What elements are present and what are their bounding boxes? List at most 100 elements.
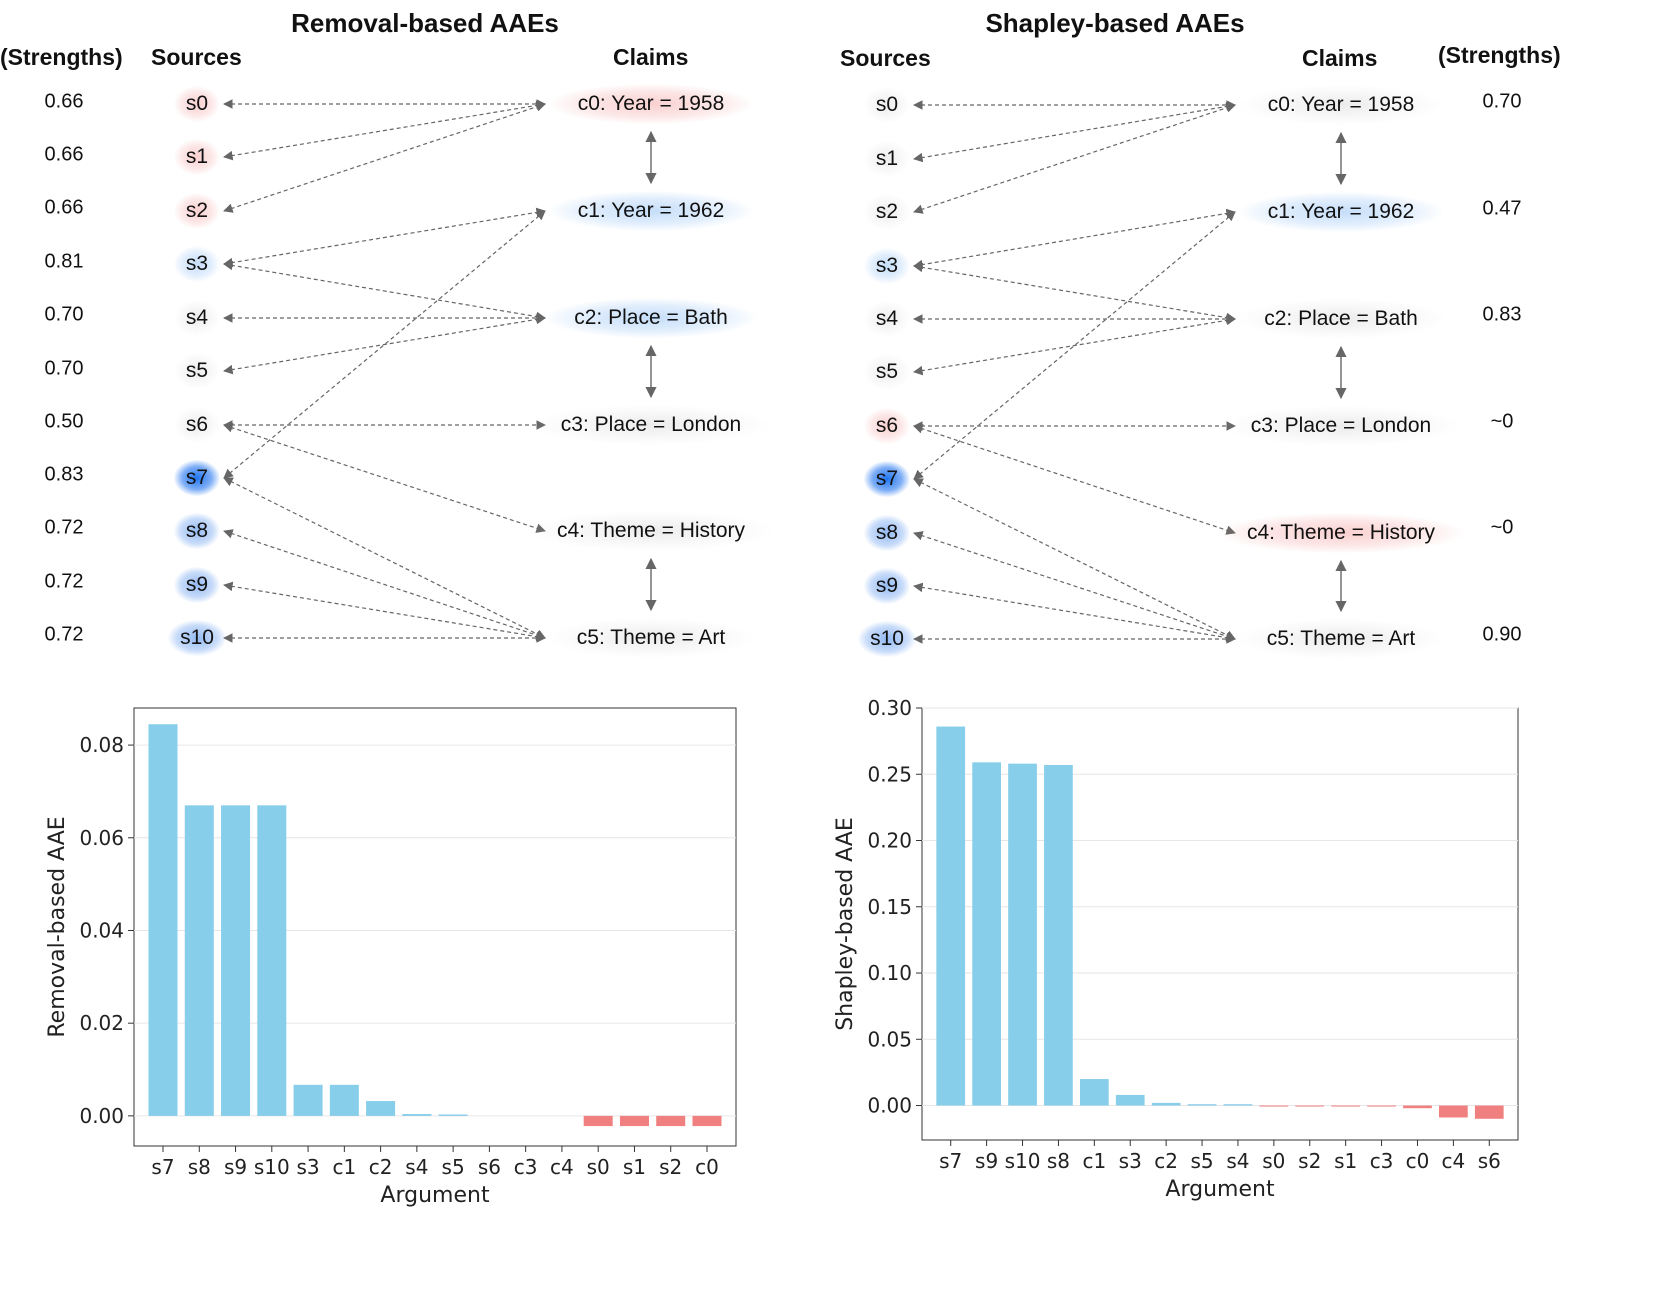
right-edge-s9-c5 (913, 582, 1236, 643)
removal-xlabel: Argument (380, 1183, 490, 1208)
removal-xtick-label-s7: s7 (151, 1155, 174, 1179)
left-strengths-header: (Strengths) (0, 44, 123, 70)
shapley-bar-c1 (1079, 1079, 1109, 1106)
removal-xtick-label-s2: s2 (659, 1155, 682, 1179)
right-source-s2: s2 (863, 194, 911, 230)
removal-bar-s4 (402, 1114, 432, 1116)
removal-bar-s5 (438, 1114, 468, 1116)
removal-ylabel: Removal-based AAE (45, 816, 70, 1037)
shapley-bar-s10 (1008, 763, 1037, 1106)
left-edge-s5-c2 (223, 314, 546, 375)
left-edge-s8-c5 (223, 529, 546, 640)
shapley-ytick-label: 0.25 (867, 762, 912, 786)
left-strength-s5: 0.70 (44, 357, 84, 380)
right-claim-c3: c3: Place = London (1222, 406, 1460, 446)
left-source-s6: s6 (173, 407, 221, 443)
left-claim-c2: c2: Place = Bath (546, 298, 756, 338)
shapley-xtick-label-s3: s3 (1119, 1149, 1142, 1173)
removal-xtick-label-c1: c1 (332, 1155, 356, 1179)
removal-xtick-label-s4: s4 (405, 1155, 428, 1179)
left-claim-c3: c3: Place = London (532, 405, 770, 445)
right-edge-s2-c0 (913, 103, 1236, 214)
right-edge-s8-c5 (913, 531, 1236, 641)
right-source-s4: s4 (863, 301, 911, 337)
shapley-bar-s8 (1044, 764, 1073, 1106)
right-strengths-header: (Strengths) (1438, 42, 1561, 68)
shapley-xtick-label-c3: c3 (1370, 1149, 1394, 1173)
removal-xtick-label-s9: s9 (224, 1155, 247, 1179)
left-source-s0: s0 (173, 86, 221, 122)
right-edge-s6-c4 (913, 424, 1236, 535)
left-strength-s6: 0.50 (44, 410, 84, 433)
left-edge-s7-c5 (223, 477, 546, 639)
shapley-xtick-label-s7: s7 (939, 1149, 962, 1173)
removal-xtick-label-s5: s5 (442, 1155, 465, 1179)
shapley-bar-c4 (1439, 1105, 1468, 1118)
right-strength-c3: ~0 (1490, 410, 1514, 433)
right-strength-c1: 0.47 (1482, 197, 1522, 220)
left-strength-s7: 0.83 (44, 463, 84, 486)
left-strength-s10: 0.72 (44, 623, 84, 646)
right-source-s5: s5 (863, 354, 911, 390)
left-source-s10: s10 (168, 620, 226, 656)
removal-xtick-label-s3: s3 (296, 1155, 319, 1179)
shapley-bar-s7 (936, 726, 966, 1106)
removal-xtick-label-c0: c0 (695, 1155, 719, 1179)
shapley-ylabel: Shapley-based AAE (833, 817, 858, 1031)
right-edge-s1-c0 (913, 101, 1236, 163)
left-strength-s4: 0.70 (44, 303, 84, 326)
shapley-xtick-label-c4: c4 (1442, 1149, 1466, 1173)
shapley-xtick-label-s0: s0 (1262, 1149, 1285, 1173)
shapley-bar-s2 (1295, 1105, 1325, 1107)
left-edge-s1-c0 (223, 100, 546, 161)
right-claim-c4: c4: Theme = History (1218, 513, 1464, 553)
shapley-aae-bar-chart: 0.00 0.05 0.10 0.15 0.20 0.25 0.30 s7 s9 s10 s8 c1 s… (833, 696, 1519, 1202)
removal-ytick-label: 0.00 (79, 1104, 124, 1128)
removal-ytick-label: 0.04 (79, 918, 124, 942)
left-edge-s3-c2 (223, 260, 546, 322)
left-strength-s9: 0.72 (44, 570, 84, 593)
shapley-xtick-label-s1: s1 (1334, 1149, 1357, 1173)
shapley-ytick-label: 0.00 (867, 1094, 912, 1118)
right-claim-c2: c2: Place = Bath (1236, 299, 1446, 339)
left-claim-c4: c4: Theme = History (528, 511, 774, 551)
right-sources-header: Sources (840, 45, 931, 71)
right-graph-edges (913, 100, 1347, 644)
shapley-bar-s3 (1115, 1094, 1145, 1106)
left-edge-s9-c5 (223, 581, 546, 642)
shapley-bar-s9 (972, 762, 1001, 1106)
shapley-ytick-label: 0.10 (867, 961, 912, 985)
removal-xtick-label-s6: s6 (478, 1155, 501, 1179)
shapley-xtick-label-s2: s2 (1298, 1149, 1321, 1173)
shapley-ytick-label: 0.30 (867, 696, 912, 720)
right-strength-c5: 0.90 (1482, 623, 1522, 646)
removal-bar-s3 (293, 1084, 323, 1116)
removal-bar-c1 (329, 1084, 359, 1116)
removal-bar-s10 (257, 805, 287, 1116)
removal-xtick-label-c3: c3 (514, 1155, 538, 1179)
removal-xtick-label-s8: s8 (188, 1155, 211, 1179)
shapley-xtick-label-s10: s10 (1005, 1149, 1041, 1173)
right-claim-c5: c5: Theme = Art (1238, 619, 1444, 659)
right-strength-c2: 0.83 (1482, 303, 1522, 326)
shapley-bar-c3 (1367, 1105, 1396, 1107)
removal-plot-frame (133, 707, 737, 1147)
left-strength-s1: 0.66 (44, 143, 84, 166)
left-panel-title: Removal-based AAEs (291, 8, 559, 38)
right-source-s9: s9 (863, 568, 911, 604)
shapley-bar-s6 (1474, 1105, 1504, 1119)
shapley-bar-s0 (1259, 1105, 1289, 1107)
removal-bar-s7 (148, 724, 178, 1116)
shapley-xtick-label-s5: s5 (1190, 1149, 1213, 1173)
right-claim-c1: c1: Year = 1962 (1239, 192, 1443, 232)
removal-bar-s2 (656, 1115, 686, 1127)
right-source-s1: s1 (863, 141, 911, 177)
removal-ytick-label: 0.02 (79, 1011, 124, 1035)
left-source-s3: s3 (173, 246, 221, 282)
left-source-s7: s7 (173, 460, 221, 496)
shapley-bar-s4 (1223, 1104, 1253, 1106)
left-edge-s2-c0 (223, 102, 546, 213)
left-strength-s0: 0.66 (44, 90, 84, 113)
removal-xtick-label-s0: s0 (587, 1155, 610, 1179)
left-edge-s3-c1 (223, 207, 546, 268)
